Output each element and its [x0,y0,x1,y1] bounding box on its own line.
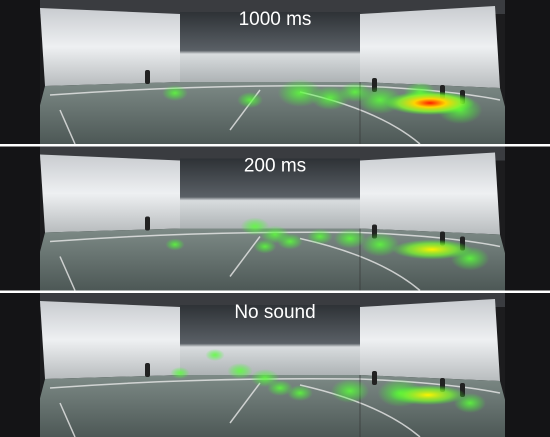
panel-label: 1000 ms [239,9,312,30]
gaze-blob [253,239,277,254]
left-wall [40,154,180,233]
gaze-hotspot [390,385,466,405]
panel-label: No sound [234,302,315,323]
gaze-blob [205,349,225,361]
right-wall [360,6,500,88]
gaze-blob [162,85,188,101]
ceiling [0,293,550,307]
person [145,216,150,231]
left-edge [0,293,40,437]
gaze-hotspot [385,91,475,115]
gaze-blob [334,228,366,249]
gaze-blob [287,385,313,401]
middle-wall [180,158,360,229]
panel: No sound [0,293,550,437]
left-edge [0,146,40,291]
right-edge [505,293,550,437]
court-line [59,109,76,145]
gaze-blob [330,379,370,403]
gaze-blob [227,363,253,379]
gaze-blob [307,228,333,245]
panel: 200 ms [0,146,550,292]
gaze-hotspot [392,239,472,260]
gaze-blob [237,92,263,108]
right-wall [360,152,500,235]
person [372,371,377,385]
ceiling [0,0,550,14]
panel: 1000 ms [0,0,550,145]
court-line [59,402,76,437]
panel-label: 200 ms [244,156,306,177]
court-line [59,256,76,291]
ceiling [0,146,550,161]
person [145,70,150,84]
gaze-blob [165,238,185,251]
court-line [49,377,501,394]
gaze-blob [170,367,190,379]
gaze-blob [360,232,400,257]
court-line [299,384,421,437]
gaze-blob [277,233,303,250]
left-edge [0,0,40,144]
left-wall [40,301,180,379]
middle-wall [180,12,360,82]
left-wall [40,8,180,86]
right-edge [505,146,550,291]
person [145,363,150,377]
gaze-blob [267,380,293,396]
right-wall [360,299,500,381]
right-edge [505,0,550,144]
middle-wall [180,305,360,375]
court-line [229,236,261,277]
court-line [229,382,261,424]
